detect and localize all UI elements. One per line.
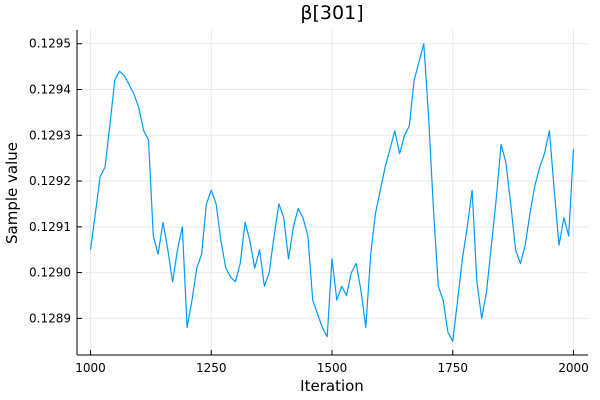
x-tick-label: 1000 [75,361,106,375]
x-tick-label: 1250 [196,361,227,375]
x-tick-label: 1750 [437,361,468,375]
x-tick-label: 1500 [317,361,348,375]
chart-title: β[301] [300,2,363,24]
x-axis-title: Iteration [300,377,364,395]
y-tick-label: 0.1294 [29,83,71,97]
y-tick-label: 0.1289 [29,311,71,325]
series-layer [89,43,575,342]
y-tick-label: 0.1290 [29,266,71,280]
x-tick-label: 2000 [558,361,589,375]
series-line [89,43,575,342]
y-tick-label: 0.1293 [29,128,71,142]
y-tick-label: 0.1295 [29,37,71,51]
y-tick-label: 0.1291 [29,220,71,234]
x-ticks: 1000 1250 1500 1750 2000 [75,350,589,375]
y-ticks: 0.1289 0.1290 0.1291 0.1292 0.1293 0.1294 0.12… [29,37,82,325]
y-axis-title: Sample value [3,142,21,244]
y-tick-label: 0.1292 [29,174,71,188]
